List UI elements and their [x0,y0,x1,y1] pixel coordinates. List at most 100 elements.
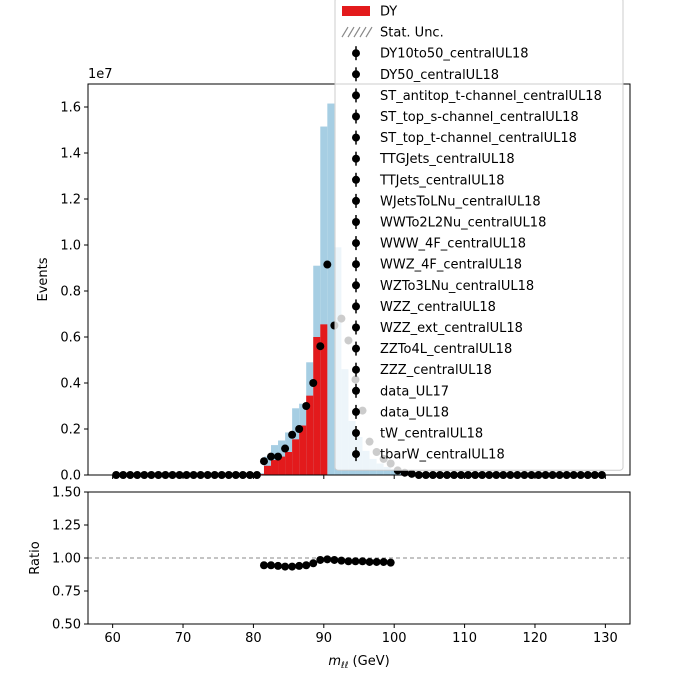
ratio-panel: 0.50 0.75 1.00 1.25 1.50 60 70 80 90 100 110 120 13… [28,486,631,671]
legend-box [334,0,624,471]
dy-bar [285,452,293,475]
ratio-point [337,556,346,565]
legend-hatch-line [341,26,349,38]
legend-hatch-line [353,26,361,38]
stack-bar [327,103,335,476]
legend-label: TTGJets_centralUL18 [379,152,515,167]
data-point [288,430,297,439]
ratio-point [351,557,360,566]
ratio-y-tick-label: 1.25 [52,519,81,534]
legend-label: ZZZ_centralUL18 [380,363,492,378]
legend-marker [352,365,360,374]
x-axis-label-variable: m [328,654,341,669]
legend-label: ST_antitop_t-channel_centralUL18 [380,89,602,104]
data-point [267,452,276,461]
x-tick-label: 60 [104,631,121,646]
legend-label: WZZ_ext_centralUL18 [380,321,523,336]
legend-label: WWTo2L2Nu_centralUL18 [380,216,546,231]
main-y-ticks: 0.0 0.2 0.4 0.6 0.8 1.0 1.2 1.4 1.6 [60,101,88,484]
legend-marker [352,218,360,226]
legend-label: ST_top_s-channel_centralUL18 [380,110,579,125]
legend-label: ZZTo4L_centralUL18 [380,342,512,357]
main-x-ticks [112,475,606,479]
ratio-point [372,557,381,566]
data-point [281,444,290,453]
ratio-point [344,557,353,566]
legend-marker [352,154,360,163]
ratio-point [295,561,304,570]
data-point [316,342,325,351]
dy-bar [278,456,286,475]
legend-label: WZTo3LNu_centralUL18 [380,279,534,294]
legend-marker [352,196,360,205]
ratio-point [316,555,325,564]
legend-hatch-line [347,26,355,38]
dy-bar [292,439,300,475]
ratio-y-tick-label: 0.75 [52,585,81,600]
legend-marker [352,386,360,395]
dy-bar [306,395,314,475]
x-tick-label: 130 [593,631,618,646]
x-tick-label: 70 [175,631,192,646]
legend-label: ST_top_t-channel_centralUL18 [380,131,577,146]
legend-label: DY50_centralUL18 [380,68,499,83]
ratio-axes-frame [87,491,631,625]
x-tick-label: 120 [523,631,548,646]
legend-marker [352,429,360,437]
x-tick-label: 110 [452,631,477,646]
y-tick-label: 0.2 [60,423,81,438]
ratio-point [309,559,318,568]
data-point [407,469,416,478]
legend-hatch-line [365,26,373,38]
legend-marker [352,133,360,142]
ratio-y-tick-label: 0.50 [52,618,81,633]
y-offset-label: 1e7 [88,67,113,82]
ratio-point [302,561,311,570]
legend-marker [352,323,360,332]
legend-label: WWZ_4F_centralUL18 [380,258,522,273]
ratio-point [330,555,339,564]
y-tick-label: 0.0 [60,469,81,484]
data-point [323,260,332,269]
legend-marker [352,70,360,79]
stack-bar [383,466,391,475]
y-tick-label: 1.4 [60,147,81,162]
x-axis-label-subscript: ℓℓ [340,661,348,671]
legend-label: tW_centralUL18 [380,427,483,442]
legend-hatch-swatch [341,26,373,38]
x-tick-label: 90 [316,631,333,646]
y-tick-label: 1.6 [60,101,81,116]
legend-marker [352,91,360,100]
legend-label: data_UL18 [380,405,449,420]
ratio-point [288,562,297,571]
legend-marker [352,450,360,459]
legend-label: DY [380,5,397,20]
x-tick-label: 100 [382,631,407,646]
legend-label: DY10to50_centralUL18 [380,47,529,62]
legend-marker [352,239,360,248]
ratio-point [259,561,268,570]
legend-hatch-line [359,26,367,38]
legend-dy-swatch [342,6,370,16]
data-point [302,402,311,410]
legend: DY Stat. Unc. DY10to50_centralUL18 DY50_cen… [334,0,624,471]
dy-bar [320,324,328,475]
ratio-point [281,562,290,571]
dy-bar [263,465,272,475]
legend-label: WWW_4F_centralUL18 [380,237,526,252]
ratio-x-ticks: 60 70 80 90 100 110 120 130 [104,624,618,646]
legend-label: WZZ_centralUL18 [380,300,496,315]
legend-marker [352,112,360,121]
legend-marker [352,344,360,353]
x-axis-label: mℓℓ (GeV) [328,654,389,671]
ratio-y-axis-label: Ratio [28,541,43,574]
stack-bar [320,126,328,476]
dy-bar [271,460,279,475]
x-tick-label: 80 [245,631,262,646]
legend-marker [352,302,360,311]
ratio-y-tick-label: 1.00 [52,552,81,567]
legend-label: TTJets_centralUL18 [379,173,505,188]
ratio-point [274,561,283,570]
legend-marker [352,260,360,269]
